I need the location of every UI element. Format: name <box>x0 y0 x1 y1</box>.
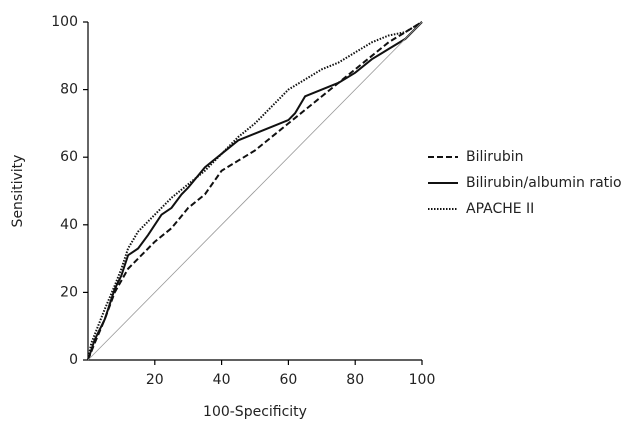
series-line <box>87 21 423 361</box>
x-tick-label: 40 <box>213 372 231 388</box>
y-tick-label: 80 <box>60 82 78 98</box>
x-tick-label: 20 <box>146 372 164 388</box>
y-tick-label: 20 <box>60 284 78 300</box>
x-tick-label: 80 <box>346 372 364 388</box>
legend-label: Bilirubin/albumin ratio <box>466 175 622 191</box>
y-axis-label: Sensitivity <box>10 155 26 228</box>
y-tick-label: 60 <box>60 149 78 165</box>
y-tick-label: 100 <box>51 14 78 30</box>
y-tick-label: 40 <box>60 217 78 233</box>
series-line <box>87 21 423 361</box>
legend-label: APACHE II <box>466 201 534 217</box>
x-axis-label: 100-Specificity <box>203 404 307 420</box>
y-tick-label: 0 <box>69 352 78 368</box>
x-tick-label: 100 <box>409 372 436 388</box>
x-tick-label: 60 <box>279 372 297 388</box>
series-line <box>87 21 423 361</box>
series-line <box>87 21 423 361</box>
legend-label: Bilirubin <box>466 149 524 165</box>
